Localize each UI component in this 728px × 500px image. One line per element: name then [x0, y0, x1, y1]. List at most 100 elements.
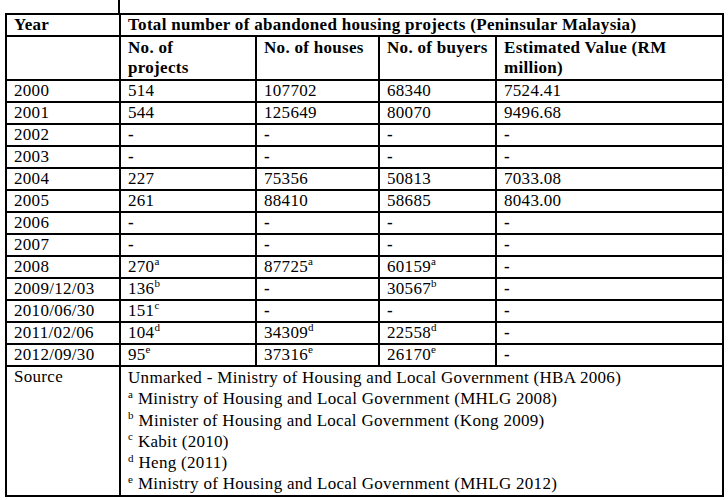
buyers-cell: 26170e	[379, 344, 496, 366]
houses-cell: -	[256, 146, 379, 168]
table-header-row: Year Total number of abandoned housing p…	[6, 14, 723, 36]
projects-cell: -	[120, 234, 256, 256]
value-cell: 9496.68	[496, 102, 723, 124]
cell-value: 88410	[264, 191, 308, 210]
table-subheader-row: No. of projects No. of houses No. of buy…	[6, 36, 723, 80]
cell-value: -	[264, 147, 270, 166]
source-line: dHeng (2011)	[128, 452, 718, 473]
buyers-cell: -	[379, 234, 496, 256]
cell-value: -	[128, 147, 134, 166]
cell-value: -	[387, 125, 393, 144]
houses-cell: -	[256, 124, 379, 146]
projects-cell: 514	[120, 80, 256, 102]
cell-value: 7524.41	[504, 81, 561, 100]
cell-value: 107702	[264, 81, 317, 100]
cell-value: 68340	[387, 81, 431, 100]
projects-cell: -	[120, 124, 256, 146]
buyers-cell: 68340	[379, 80, 496, 102]
cell-value: -	[264, 279, 270, 298]
table-row: 2004 227 75356 50813 7033.08	[6, 168, 723, 190]
cell-value: 87725	[264, 257, 308, 276]
cell-value: 125649	[264, 103, 317, 122]
source-line-text: Ministry of Housing and Local Government…	[138, 474, 557, 493]
table-row: 2005 261 88410 58685 8043.00	[6, 190, 723, 212]
year-cell: 2004	[6, 168, 120, 190]
projects-header-cell: No. of projects	[120, 36, 256, 80]
empty-header-cell	[6, 36, 120, 80]
cell-superscript: a	[308, 256, 313, 267]
cell-superscript: a	[154, 256, 159, 267]
buyers-cell: -	[379, 124, 496, 146]
value-cell: 7033.08	[496, 168, 723, 190]
cell-superscript: d	[308, 322, 314, 333]
year-cell: 2006	[6, 212, 120, 234]
buyers-cell: 30567b	[379, 278, 496, 300]
table-row: 2007 - - - -	[6, 234, 723, 256]
value-cell: -	[496, 256, 723, 278]
year-cell: 2007	[6, 234, 120, 256]
cell-value: -	[504, 257, 510, 276]
value-cell: -	[496, 124, 723, 146]
houses-cell: 37316e	[256, 344, 379, 366]
cell-value: 58685	[387, 191, 431, 210]
houses-cell: -	[256, 278, 379, 300]
source-line: eMinistry of Housing and Local Governmen…	[128, 473, 718, 494]
cell-value: -	[264, 213, 270, 232]
year-cell: 2010/06/30	[6, 300, 120, 322]
document-page: Year Total number of abandoned housing p…	[0, 0, 728, 500]
table-row: 2009/12/03 136b - 30567b -	[6, 278, 723, 300]
cell-value: 9496.68	[504, 103, 561, 122]
value-cell: -	[496, 344, 723, 366]
buyers-cell: 80070	[379, 102, 496, 124]
cell-value: 34309	[264, 323, 308, 342]
houses-header-cell: No. of houses	[256, 36, 379, 80]
year-cell: 2002	[6, 124, 120, 146]
cell-value: -	[128, 213, 134, 232]
cell-value: 270	[128, 257, 154, 276]
source-line-superscript: c	[128, 430, 133, 442]
cell-value: 514	[128, 81, 154, 100]
year-cell: 2009/12/03	[6, 278, 120, 300]
source-line-superscript: a	[128, 388, 133, 400]
cell-value: -	[387, 301, 393, 320]
cell-value: -	[264, 235, 270, 254]
value-header-cell: Estimated Value (RM million)	[496, 36, 723, 80]
cell-value: 30567	[387, 279, 431, 298]
projects-cell: 227	[120, 168, 256, 190]
houses-cell: 88410	[256, 190, 379, 212]
year-header-cell: Year	[6, 14, 120, 36]
cell-superscript: e	[431, 344, 436, 355]
cell-superscript: d	[154, 322, 160, 333]
source-line-text: Minister of Housing and Local Government…	[139, 411, 545, 430]
cell-value: -	[504, 345, 510, 364]
houses-cell: 107702	[256, 80, 379, 102]
cell-value: 136	[128, 279, 154, 298]
cell-value: 261	[128, 191, 154, 210]
source-line: c Kabit (2010)	[128, 431, 718, 452]
cell-value: 75356	[264, 169, 308, 188]
cell-value: -	[504, 125, 510, 144]
houses-cell: 87725a	[256, 256, 379, 278]
table-row: 2012/09/30 95e 37316e 26170e -	[6, 344, 723, 366]
value-cell: -	[496, 278, 723, 300]
source-line-text: Kabit (2010)	[138, 432, 229, 451]
source-notes-cell: Unmarked - Ministry of Housing and Local…	[120, 366, 723, 496]
cell-value: -	[128, 125, 134, 144]
cell-value: 151	[128, 301, 154, 320]
value-cell: -	[496, 212, 723, 234]
cell-value: 227	[128, 169, 154, 188]
year-cell: 2000	[6, 80, 120, 102]
year-cell: 2001	[6, 102, 120, 124]
year-cell: 2011/02/06	[6, 322, 120, 344]
cell-value: 60159	[387, 257, 431, 276]
table-row: 2001 544 125649 80070 9496.68	[6, 102, 723, 124]
projects-cell: 270a	[120, 256, 256, 278]
cell-value: 50813	[387, 169, 431, 188]
cell-value: -	[504, 301, 510, 320]
cell-value: -	[504, 213, 510, 232]
buyers-cell: -	[379, 212, 496, 234]
cell-value: -	[264, 301, 270, 320]
cell-superscript: e	[146, 344, 151, 355]
year-cell: 2012/09/30	[6, 344, 120, 366]
table-title-cell: Total number of abandoned housing projec…	[120, 14, 723, 36]
